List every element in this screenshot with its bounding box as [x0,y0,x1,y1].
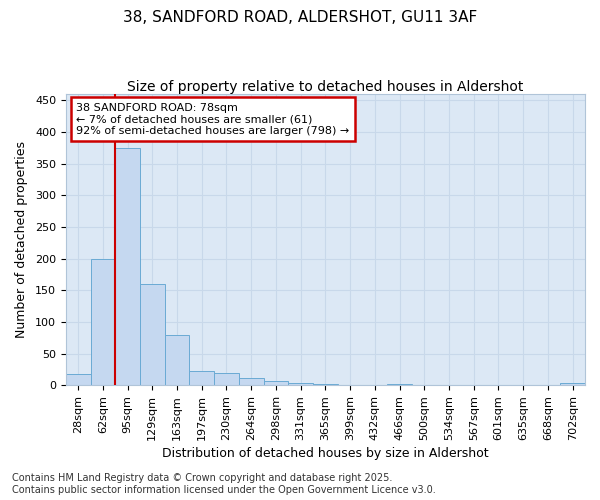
Bar [214,372,239,385]
Text: 38 SANDFORD ROAD: 78sqm
← 7% of detached houses are smaller (61)
92% of semi-det: 38 SANDFORD ROAD: 78sqm ← 7% of detached… [76,102,349,136]
Bar [91,258,115,385]
Bar [66,374,91,385]
Text: 38, SANDFORD ROAD, ALDERSHOT, GU11 3AF: 38, SANDFORD ROAD, ALDERSHOT, GU11 3AF [123,10,477,25]
Bar [387,384,412,385]
Bar [164,334,190,385]
Bar [239,378,263,385]
Text: Contains HM Land Registry data © Crown copyright and database right 2025.
Contai: Contains HM Land Registry data © Crown c… [12,474,436,495]
Bar [313,384,338,385]
Bar [289,382,313,385]
Bar [115,148,140,385]
Y-axis label: Number of detached properties: Number of detached properties [15,141,28,338]
Bar [140,284,164,385]
Bar [263,381,289,385]
Bar [190,372,214,385]
Bar [560,384,585,385]
Title: Size of property relative to detached houses in Aldershot: Size of property relative to detached ho… [127,80,524,94]
X-axis label: Distribution of detached houses by size in Aldershot: Distribution of detached houses by size … [162,447,489,460]
